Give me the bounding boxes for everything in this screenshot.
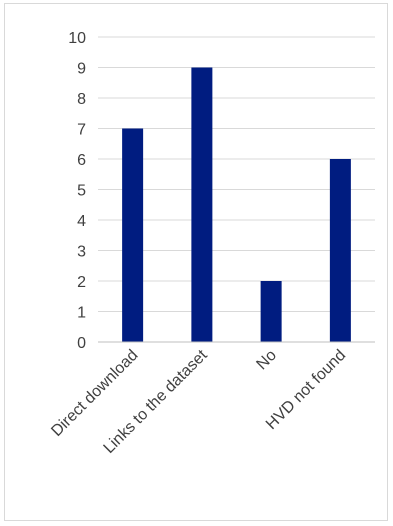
bars [122, 68, 351, 343]
chart-frame: 0 1 2 3 4 5 6 7 8 9 10 Direct download Links to the… [4, 3, 388, 521]
y-tick-label: 6 [77, 152, 86, 169]
y-tick-label: 3 [77, 244, 86, 261]
y-tick-label: 2 [77, 274, 86, 291]
y-tick-label: 0 [77, 335, 86, 352]
bar-direct-download [122, 129, 143, 343]
y-tick-label: 8 [77, 91, 86, 108]
bar-links-to-the-dataset [191, 68, 212, 343]
x-category-label: No [253, 347, 280, 374]
y-tick-label: 5 [77, 183, 86, 200]
y-tick-label: 1 [77, 305, 86, 322]
bar-hvd-not-found [330, 159, 351, 342]
y-tick-label: 9 [77, 61, 86, 78]
y-tick-label: 4 [77, 213, 86, 230]
bar-no [261, 281, 282, 342]
y-tick-label: 10 [68, 30, 86, 47]
y-tick-label: 7 [77, 122, 86, 139]
y-axis-tick-labels: 0 1 2 3 4 5 6 7 8 9 10 [68, 30, 86, 352]
